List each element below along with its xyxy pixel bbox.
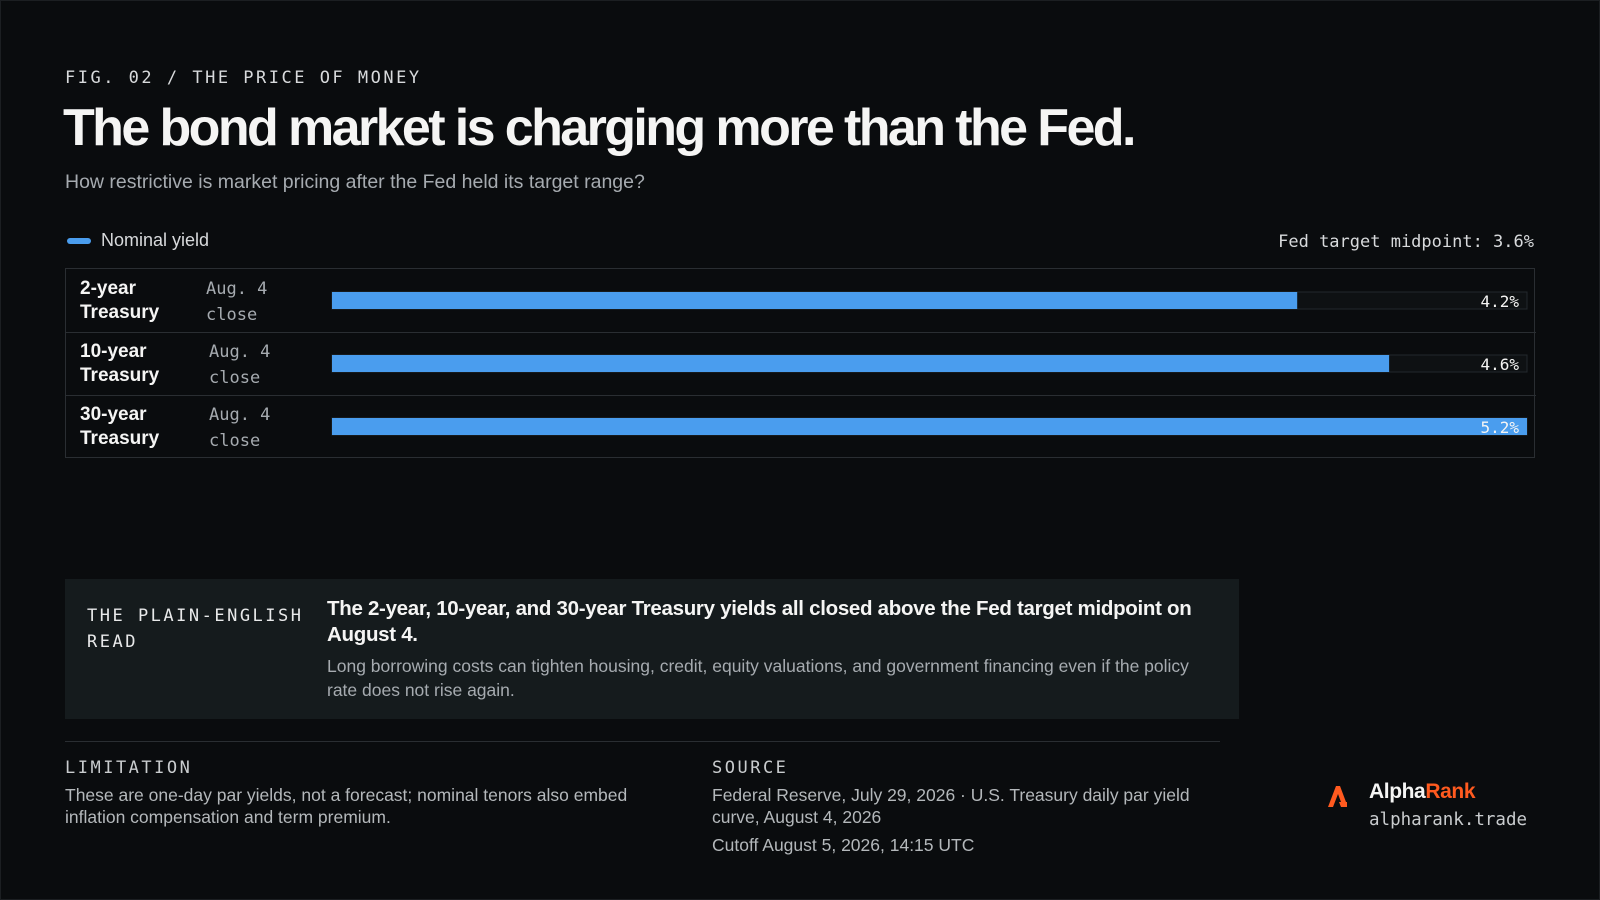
source-label: SOURCE (712, 758, 789, 778)
chart-subtitle: How restrictive is market pricing after … (65, 171, 645, 193)
footer-divider (65, 741, 1220, 742)
row-label: 30-year (80, 404, 147, 425)
bar-chart-svg: 2-year Treasury Aug. 4 close 4.2% 10-year Trea… (66, 278, 1536, 451)
bar-value-label: 4.2% (1480, 292, 1519, 311)
row-date-label: close (206, 305, 257, 325)
read-body: Long borrowing costs can tighten housing… (327, 656, 1189, 700)
row-date-label: Aug. 4 (206, 279, 267, 299)
bar-chart: 2-year Treasury Aug. 4 close 4.2% 10-year Trea… (65, 268, 1536, 458)
limitation-label: LIMITATION (65, 758, 193, 778)
chart-legend: Nominal yield (67, 230, 209, 251)
brand-url: alpharank.trade (1369, 810, 1528, 830)
figure-eyebrow: FIG. 02 / THE PRICE OF MONEY (65, 68, 422, 88)
row-label: Treasury (80, 428, 160, 449)
row-date-label: close (209, 368, 260, 388)
row-label: Treasury (80, 365, 160, 386)
brand-name-alpha: Alpha (1369, 780, 1426, 803)
bar (332, 418, 1527, 435)
row-date-label: close (209, 431, 260, 451)
row-label: 2-year (80, 278, 137, 299)
source-text: Federal Reserve, July 29, 2026 · U.S. Tr… (712, 785, 1190, 827)
cutoff-text: Cutoff August 5, 2026, 14:15 UTC (712, 835, 975, 855)
plain-english-read-panel: THE PLAIN-ENGLISH READ The 2-year, 10-ye… (65, 579, 1239, 719)
bar (332, 292, 1298, 309)
row-label: Treasury (80, 302, 160, 323)
row-date-label: Aug. 4 (209, 405, 270, 425)
read-headline: The 2-year, 10-year, and 30-year Treasur… (327, 597, 1192, 646)
read-label: THE PLAIN-ENGLISH READ (87, 606, 304, 652)
brand-name-rank: Rank (1425, 780, 1476, 803)
row-date-label: Aug. 4 (209, 342, 270, 362)
limitation-text: These are one-day par yields, not a fore… (65, 785, 628, 827)
fed-target-note: Fed target midpoint: 3.6% (1278, 232, 1534, 252)
legend-swatch (67, 237, 91, 244)
bar-value-label: 5.2% (1480, 418, 1519, 437)
row-label: 10-year (80, 341, 147, 362)
alpharank-logo-icon (1328, 786, 1347, 807)
bar (332, 355, 1390, 372)
legend-label: Nominal yield (101, 230, 210, 250)
bar-value-label: 4.6% (1480, 355, 1519, 374)
brand-name: AlphaRank (1369, 780, 1476, 804)
chart-title: The bond market is charging more than th… (63, 99, 1136, 157)
